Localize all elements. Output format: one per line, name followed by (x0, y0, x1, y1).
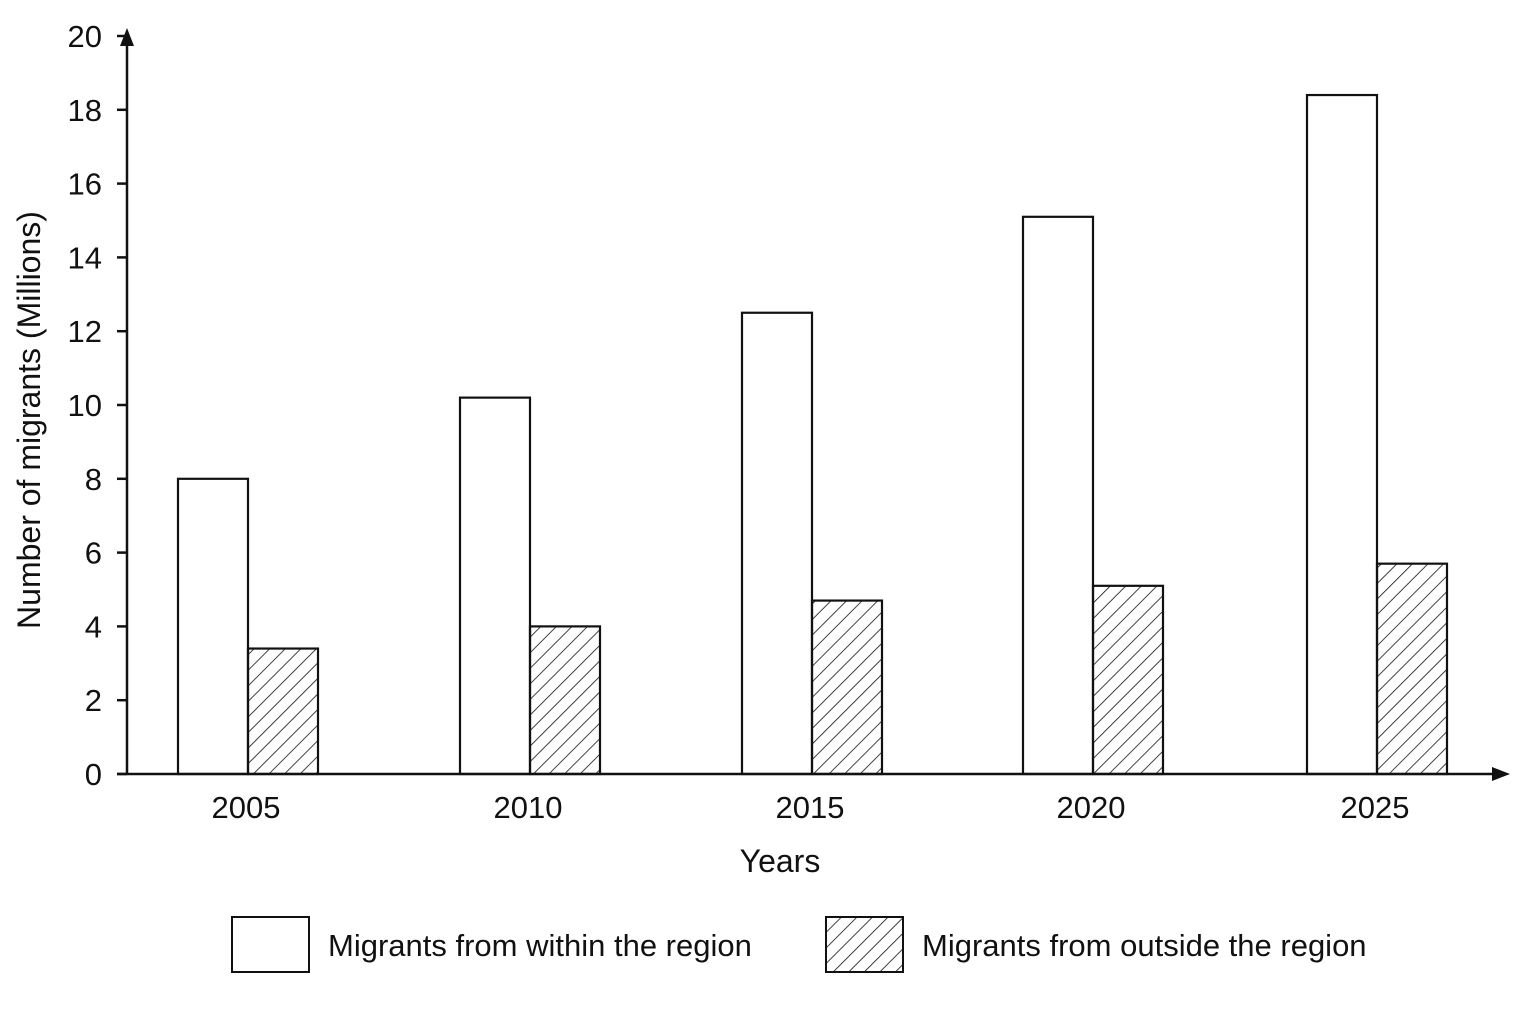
legend-swatch-within (231, 916, 310, 973)
y-tick-label: 4 (85, 609, 102, 644)
x-tick-label: 2025 (1341, 790, 1410, 825)
y-tick-label: 8 (85, 462, 102, 497)
x-axis-arrow (1492, 767, 1510, 781)
bar-within-region (458, 396, 532, 776)
y-tick-label: 16 (68, 167, 102, 202)
bar-within-region (1305, 93, 1379, 776)
y-tick-label: 18 (68, 93, 102, 128)
y-tick-label: 20 (68, 19, 102, 54)
y-axis-ticks: 0 2 4 6 8 10 12 14 16 18 20 (68, 19, 127, 792)
y-axis-arrow (120, 28, 134, 46)
y-tick-label: 14 (68, 240, 102, 275)
x-tick-label: 2020 (1057, 790, 1126, 825)
bar-outside-region (246, 647, 320, 776)
y-tick-label: 2 (85, 683, 102, 718)
bar-within-region (740, 311, 814, 776)
legend-swatch-outside (825, 916, 904, 973)
y-tick-label: 6 (85, 536, 102, 571)
legend-label-outside: Migrants from outside the region (922, 928, 1367, 963)
bar-outside-region (1091, 584, 1165, 776)
y-tick-label: 0 (85, 757, 102, 792)
y-tick-label: 12 (68, 314, 102, 349)
x-tick-label: 2015 (776, 790, 845, 825)
bar-within-region (176, 477, 250, 776)
bar-outside-region (528, 625, 602, 776)
x-tick-label: 2010 (494, 790, 563, 825)
y-axis-title: Number of migrants (Millions) (11, 211, 47, 629)
x-axis-ticks: 2005 2010 2015 2020 2025 (212, 790, 1410, 825)
x-tick-label: 2005 (212, 790, 281, 825)
legend: Migrants from within the region Migrants… (231, 916, 1367, 973)
bar-outside-region (810, 599, 884, 776)
y-tick-label: 10 (68, 388, 102, 423)
bar-outside-region (1375, 562, 1449, 776)
bar-within-region (1021, 215, 1095, 776)
bars (176, 93, 1449, 776)
x-axis-title: Years (740, 843, 821, 879)
legend-label-within: Migrants from within the region (328, 928, 752, 963)
